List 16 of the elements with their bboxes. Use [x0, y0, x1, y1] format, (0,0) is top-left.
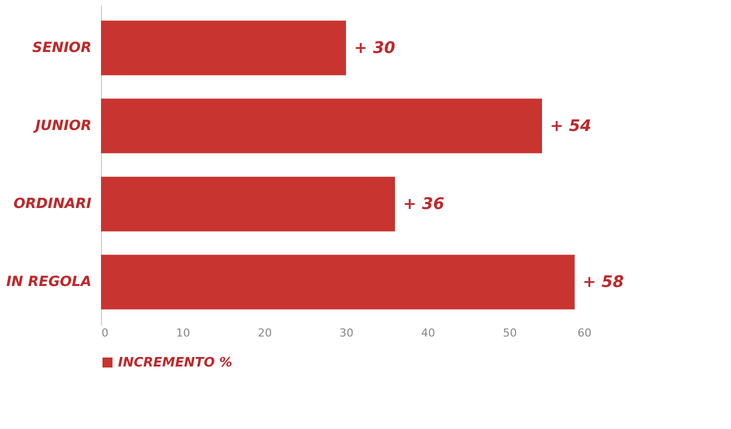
y-tick-label: ORDINARI [13, 196, 92, 212]
legend-label: INCREMENTO % [118, 356, 232, 370]
x-tick-label: 10 [176, 326, 190, 340]
text: + 58 [582, 272, 624, 292]
y-tick-label: JUNIOR [32, 118, 92, 134]
x-tick-label: 30 [340, 326, 354, 340]
text: + 30 [354, 38, 396, 57]
x-tick-label: 50 [502, 326, 517, 340]
x-tick-label: 20 [258, 326, 272, 340]
y-tick-label: SENIOR [32, 40, 92, 56]
y-tick-label: IN REGOLA [6, 274, 92, 290]
x-tick-label: 40 [421, 326, 436, 340]
x-tick-label: 0 [102, 326, 108, 340]
text: + 36 [403, 194, 444, 214]
text: + 54 [550, 116, 592, 135]
x-tick-label: 60 [578, 326, 592, 340]
